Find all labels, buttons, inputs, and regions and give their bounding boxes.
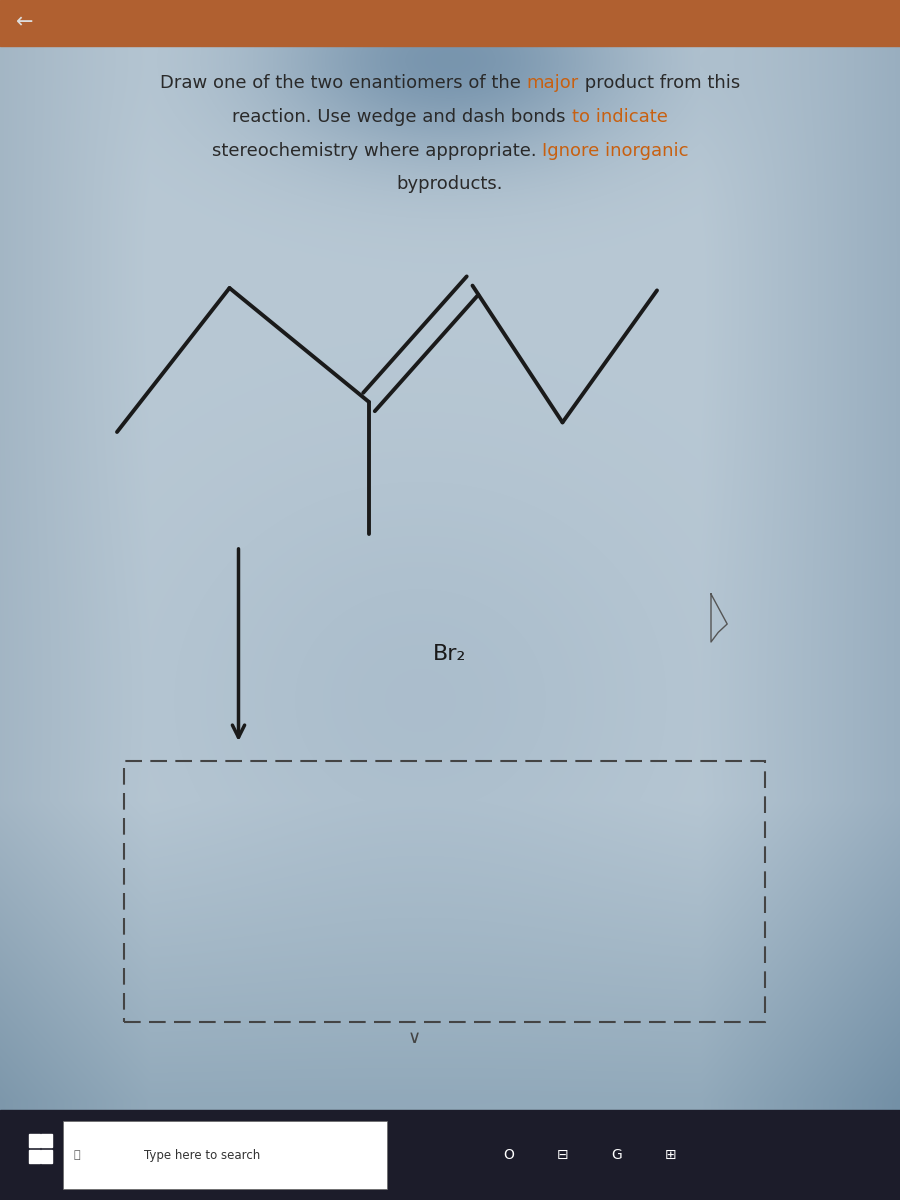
Text: ∨: ∨ [408, 1028, 420, 1046]
Text: Ignore inorganic: Ignore inorganic [542, 142, 688, 160]
Text: major: major [526, 74, 579, 92]
Text: ←: ← [16, 13, 34, 32]
Bar [0, 1110, 900, 1200]
Bar [29, 1134, 40, 1147]
Text: ⊞: ⊞ [665, 1148, 676, 1162]
Text: stereochemistry where appropriate.: stereochemistry where appropriate. [212, 142, 542, 160]
Bar [124, 761, 765, 1022]
Text: byproducts.: byproducts. [397, 175, 503, 193]
Text: Br₂: Br₂ [433, 644, 467, 664]
Bar [63, 1121, 387, 1189]
Text: 🔍: 🔍 [73, 1150, 80, 1160]
Bar [41, 1134, 52, 1147]
Text: G: G [611, 1148, 622, 1162]
Bar [29, 1151, 40, 1164]
Text: product from this: product from this [579, 74, 740, 92]
Text: O: O [503, 1148, 514, 1162]
Text: to indicate: to indicate [572, 108, 668, 126]
Text: ⊟: ⊟ [557, 1148, 568, 1162]
Text: Draw one of the two enantiomers of the: Draw one of the two enantiomers of the [160, 74, 526, 92]
Bar [0, 0, 900, 46]
Text: Type here to search: Type here to search [144, 1148, 260, 1162]
Bar [41, 1151, 52, 1164]
Text: reaction. Use wedge and dash bonds: reaction. Use wedge and dash bonds [232, 108, 572, 126]
